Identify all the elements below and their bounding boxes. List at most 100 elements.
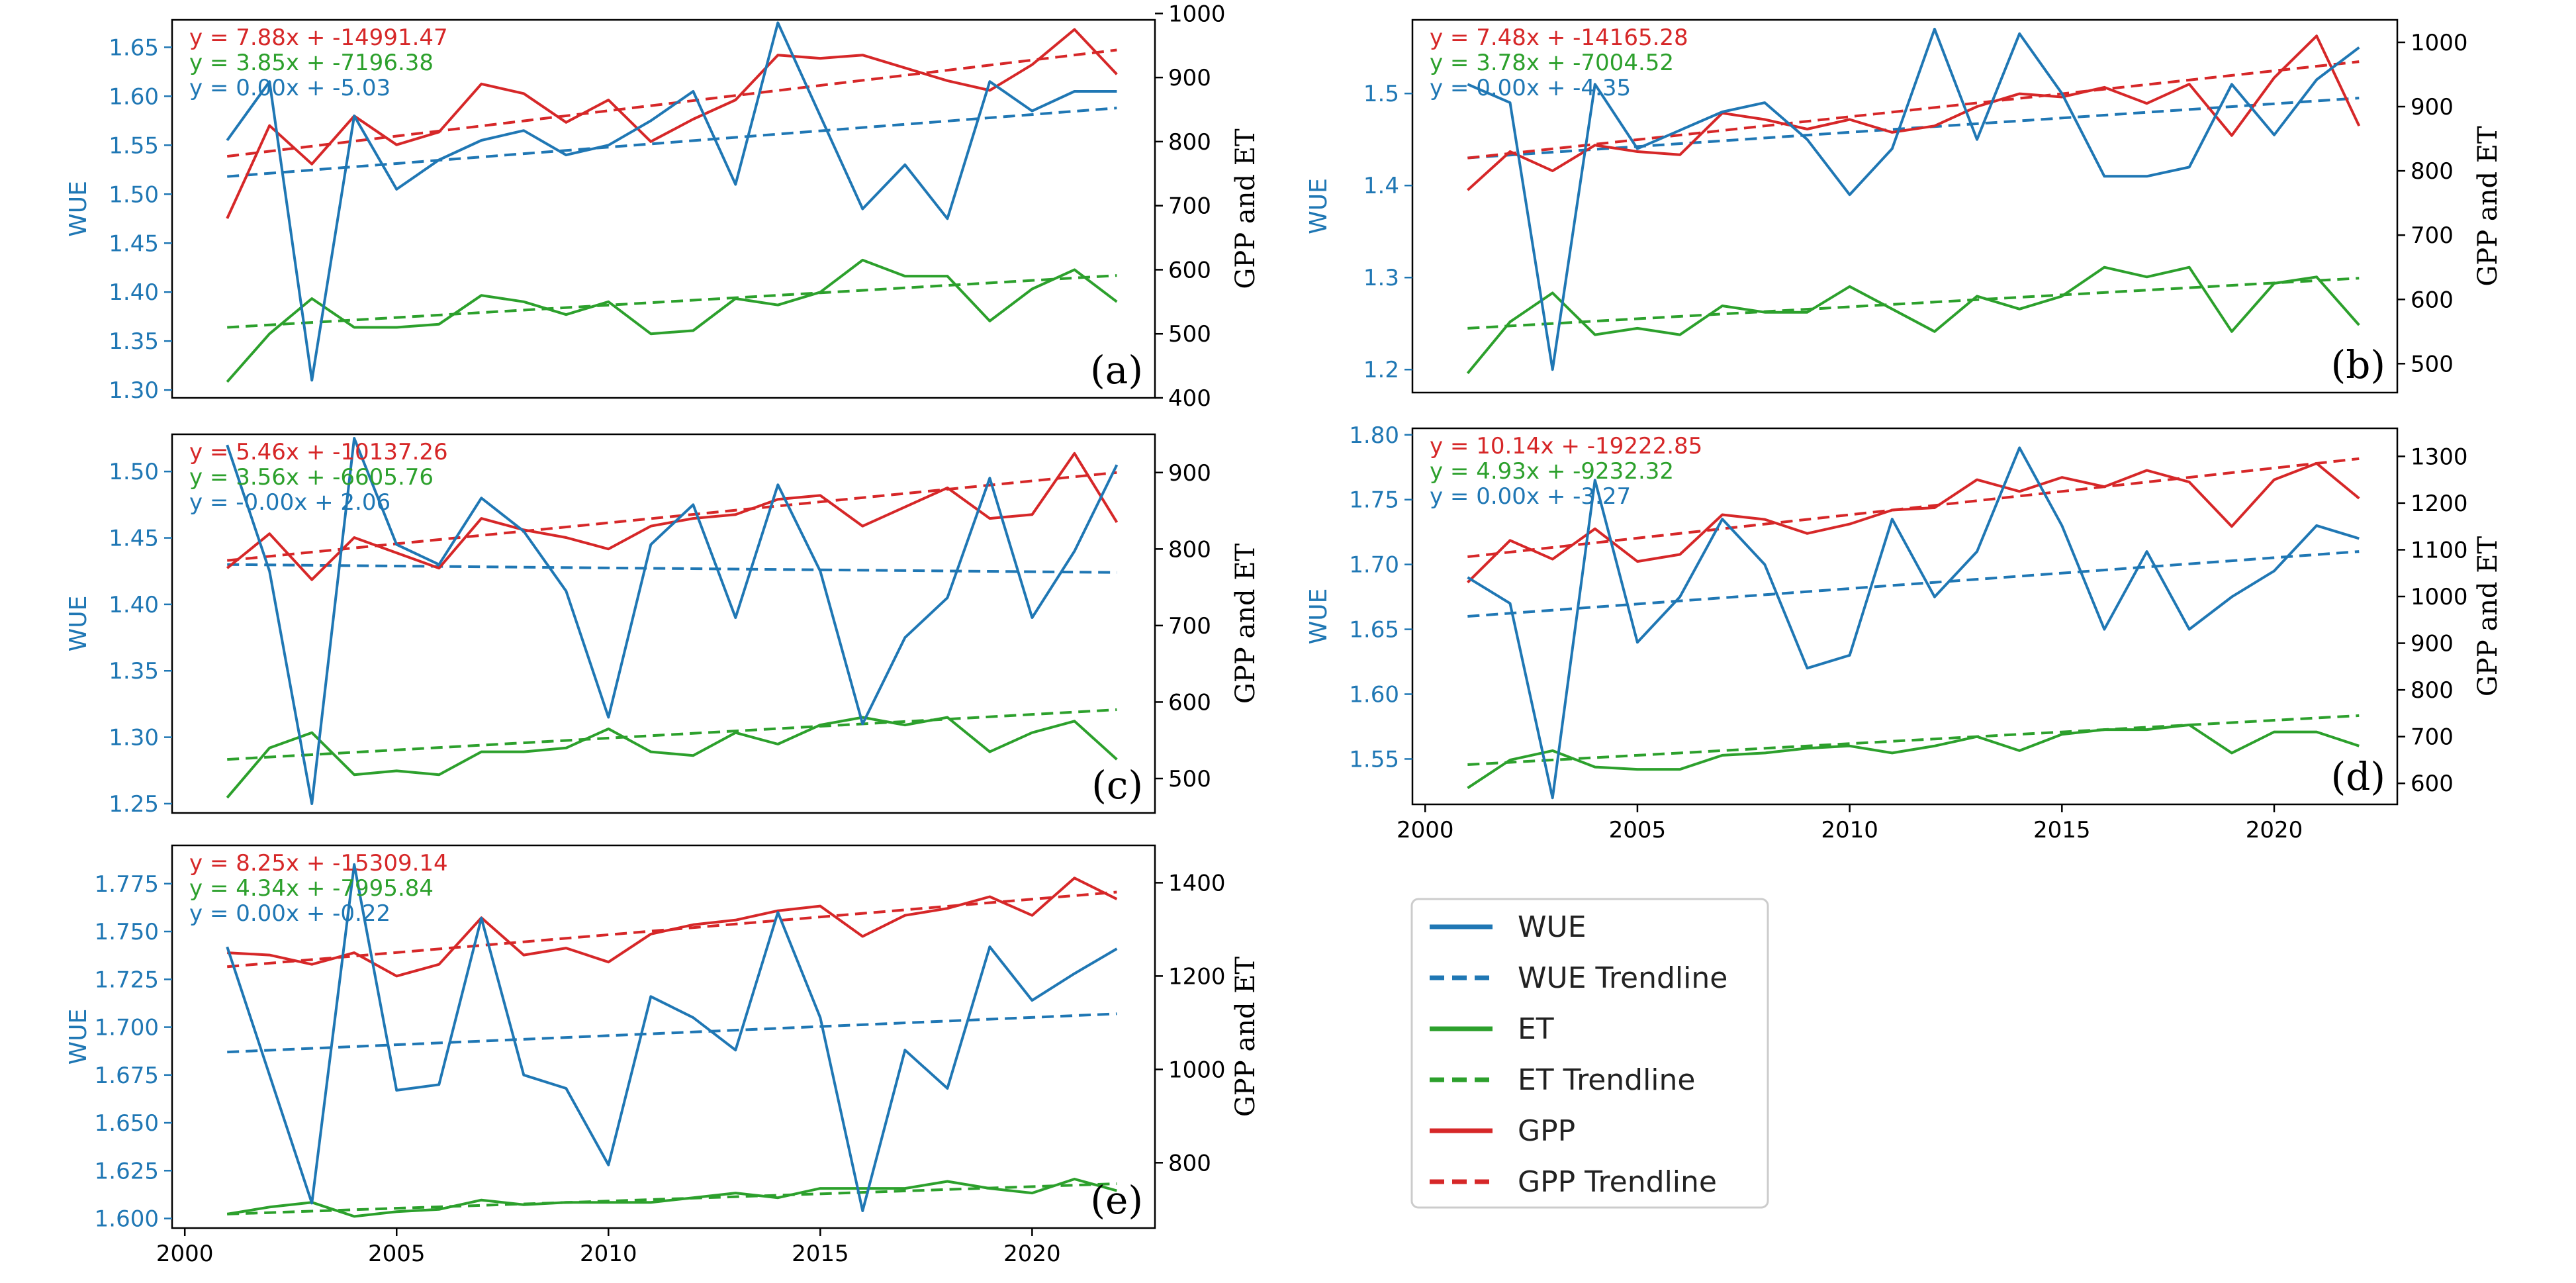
gpp-trendline <box>226 48 1117 158</box>
et-equation: y = 3.56x + -6605.76 <box>189 464 434 491</box>
panel-a: 1.30 1.35 1.40 1.45 1.50 1.55 1.60 1.65 400 500 60… <box>65 1 1261 412</box>
x-tick-label: 2015 <box>2033 817 2091 843</box>
left-tick-label: 1.650 <box>95 1110 159 1137</box>
right-tick-label: 1300 <box>2411 444 2468 470</box>
right-tick-label: 1200 <box>1168 963 1226 990</box>
left-tick-label: 1.40 <box>109 279 159 306</box>
left-tick-label: 1.70 <box>1349 552 1399 579</box>
left-tick-label: 1.5 <box>1363 81 1399 107</box>
left-tick-label: 1.50 <box>109 181 159 208</box>
x-tick-label: 2005 <box>368 1241 426 1267</box>
gpp-line <box>226 451 1119 581</box>
right-tick-label: 1200 <box>2411 491 2468 517</box>
et-line <box>226 1178 1117 1218</box>
left-tick-label: 1.65 <box>109 34 159 61</box>
x-tick-label: 2000 <box>156 1241 214 1267</box>
et-line <box>226 258 1118 383</box>
gpp-equation: y = 7.88x + -14991.47 <box>189 24 448 51</box>
panel-e: 1.600 1.625 1.650 1.675 1.700 1.725 1.750 1.775… <box>65 844 1261 1267</box>
legend-label: ET <box>1518 1012 1554 1046</box>
y-left-axis-label: WUE <box>1305 178 1332 234</box>
right-tick-label: 800 <box>2411 158 2454 185</box>
panel-label: (e) <box>1090 1178 1143 1223</box>
left-tick-label: 1.675 <box>95 1063 159 1089</box>
wue-line <box>226 863 1118 1212</box>
y-left-axis-label: WUE <box>1305 589 1332 645</box>
right-tick-label: 500 <box>1168 766 1211 792</box>
legend-items: WUE WUE Trendline ET ET Trendline GPP GPP Tre… <box>1430 910 1727 1199</box>
x-tick-label: 2010 <box>1821 817 1878 843</box>
left-tick-label: 1.775 <box>95 871 159 898</box>
wue-equation: y = 0.00x + -0.22 <box>189 900 391 927</box>
left-tick-label: 1.55 <box>109 132 159 159</box>
panel-b: 1.2 1.3 1.4 1.5 500 600 700 800 900 1000 WUE GPP an… <box>1305 19 2503 394</box>
wue-line <box>1467 27 2360 371</box>
x-tick-label: 2005 <box>1609 817 1667 843</box>
right-tick-label: 1000 <box>1168 1 1226 27</box>
gpp-line <box>1466 461 2360 584</box>
et-line <box>1467 724 2360 789</box>
panel-d: 1.55 1.60 1.65 1.70 1.75 1.80 600 700 800 900 1000… <box>1305 422 2503 843</box>
right-tick-label: 700 <box>2411 222 2454 249</box>
left-tick-label: 1.2 <box>1363 357 1399 383</box>
panel-label: (b) <box>2331 342 2385 387</box>
left-tick-label: 1.35 <box>109 658 159 685</box>
left-tick-label: 1.35 <box>109 328 159 355</box>
right-tick-label: 1000 <box>2411 30 2468 56</box>
x-tick-label: 2020 <box>1003 1241 1061 1267</box>
left-tick-label: 1.60 <box>1349 682 1399 708</box>
legend-label: ET Trendline <box>1518 1063 1696 1097</box>
wue-line <box>226 21 1117 382</box>
left-tick-label: 1.4 <box>1363 173 1399 199</box>
et-trendline <box>1467 714 2360 767</box>
wue-trendline <box>227 107 1117 178</box>
right-tick-label: 500 <box>1168 321 1211 348</box>
left-tick-label: 1.3 <box>1363 265 1399 291</box>
right-tick-label: 400 <box>1168 385 1211 412</box>
y-right-axis-label: GPP and ET <box>1230 128 1261 289</box>
panel-label: (d) <box>2331 754 2385 799</box>
wue-equation: y = 0.00x + -4.35 <box>1430 75 1631 101</box>
right-tick-label: 900 <box>1168 65 1211 91</box>
right-tick-label: 1000 <box>2411 584 2468 610</box>
et-trendline <box>227 708 1117 761</box>
wue-equation: y = 0.00x + -5.03 <box>189 75 391 101</box>
right-tick-label: 500 <box>2411 351 2454 377</box>
legend-frame <box>1410 898 1769 1209</box>
gpp-equation: y = 8.25x + -15309.14 <box>189 850 448 877</box>
right-tick-label: 600 <box>2411 771 2454 797</box>
y-right-axis-label: GPP and ET <box>1230 957 1261 1117</box>
legend-label: GPP Trendline <box>1518 1165 1717 1199</box>
wue-equation: y = -0.00x + 2.06 <box>189 489 391 516</box>
right-tick-label: 1400 <box>1168 870 1226 896</box>
left-tick-label: 1.625 <box>95 1158 159 1184</box>
legend-label: GPP <box>1518 1114 1575 1148</box>
plot-frame <box>171 19 1156 399</box>
right-tick-label: 1000 <box>1168 1057 1226 1083</box>
gpp-trendline <box>1467 60 2360 160</box>
et-equation: y = 4.34x + -7995.84 <box>189 875 434 902</box>
y-right-axis-label: GPP and ET <box>2473 126 2503 287</box>
left-tick-label: 1.700 <box>95 1015 159 1041</box>
et-line <box>226 716 1118 799</box>
right-tick-label: 700 <box>2411 724 2454 751</box>
y-right-axis-label: GPP and ET <box>2473 536 2503 697</box>
legend: WUE WUE Trendline ET ET Trendline GPP GPP Tre… <box>1410 898 1769 1209</box>
gpp-equation: y = 5.46x + -10137.26 <box>189 439 448 465</box>
wue-trendline <box>227 1012 1117 1054</box>
left-tick-label: 1.750 <box>95 919 159 945</box>
wue-trendline <box>1467 550 2360 618</box>
x-tick-label: 2010 <box>580 1241 637 1267</box>
left-tick-label: 1.55 <box>1349 746 1399 773</box>
gpp-line <box>227 877 1118 978</box>
left-tick-label: 1.30 <box>109 725 159 751</box>
right-tick-label: 800 <box>1168 129 1211 156</box>
et-line <box>1466 265 2360 375</box>
right-tick-label: 900 <box>2411 631 2454 657</box>
plot-frame <box>171 433 1156 814</box>
et-equation: y = 3.85x + -7196.38 <box>189 50 434 76</box>
gpp-line <box>226 28 1118 219</box>
wue-line <box>226 437 1119 805</box>
left-tick-label: 1.65 <box>1349 617 1399 643</box>
panel-label: (c) <box>1091 763 1143 808</box>
